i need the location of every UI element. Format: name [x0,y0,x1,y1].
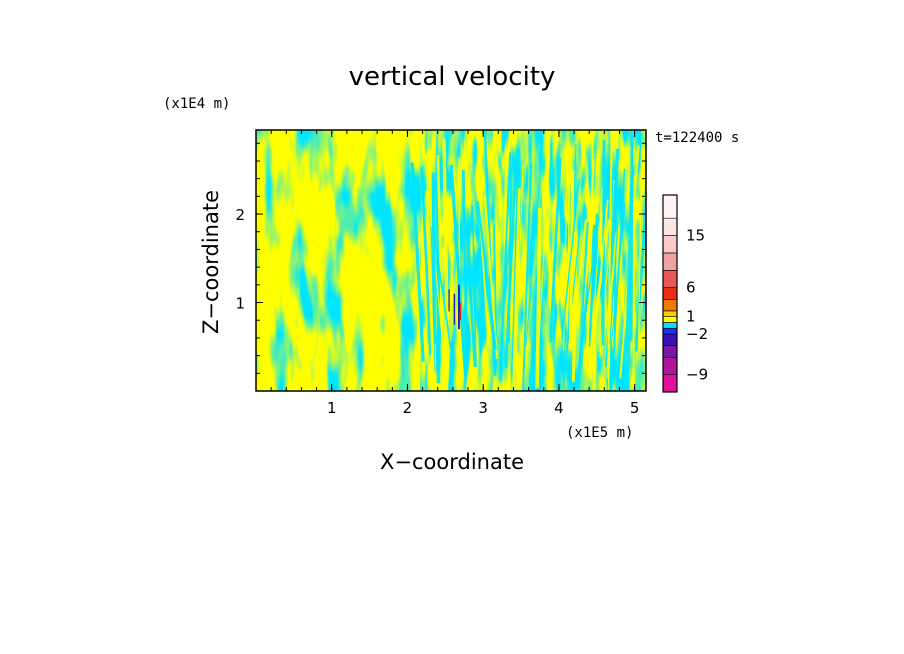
field-streak [431,172,437,344]
colorbar-segment [662,194,678,219]
field-streak [607,130,613,378]
field-streak [561,179,580,340]
y-axis-label: Z−coordinate [199,190,223,334]
field-streak [568,170,575,351]
field-streak [549,157,562,343]
field-streak [461,169,469,358]
field-streak [436,155,445,369]
field-streak [571,231,578,382]
colorbar-tick-label: 6 [686,279,696,297]
field-streak [630,132,634,341]
colorbar-segment [662,287,678,300]
x-axis-label: X−coordinate [380,450,524,474]
colorbar-segment [662,374,678,393]
field-streak [471,206,477,368]
x-tick-label: 2 [403,399,413,417]
colorbar: 15 6 1−2 −9 [662,194,708,393]
field-streak [410,162,425,362]
colorbar-segment [662,235,678,254]
y-tick-label: 2 [235,206,245,224]
colorbar-tick-label: 15 [686,227,705,245]
colorbar-tick-label: −2 [686,325,708,343]
field-streak [425,190,435,374]
colorbar-frame [662,194,678,393]
field-streak [464,220,477,367]
colorbar-segment [662,322,678,329]
field-streak [476,201,497,350]
field-streak [625,175,633,356]
colorbar-segment [662,217,678,236]
field-streak [504,158,518,369]
field-streak [570,219,588,346]
colorbar-tick-label: 1 [686,308,696,326]
field-streak [525,147,543,346]
field-streak [449,164,467,374]
x-tick-label: 1 [327,399,337,417]
field-streak [515,164,524,373]
field-streak [475,207,497,358]
field-streak [589,187,603,366]
y-tick-label: 1 [235,295,245,313]
colorbar-segment [662,310,678,317]
colorbar-segment [662,327,678,335]
x-tick-label: 4 [554,399,564,417]
field-streak [576,224,597,378]
time-label: t=122400 s [655,130,739,146]
colorbar-tick-label: −9 [686,366,708,384]
field-streak [522,163,532,391]
colorbar-segment [662,270,678,289]
field-streak [634,199,646,352]
plot-frame [255,129,647,392]
colorbar-segment [662,252,678,271]
field-streak [432,227,452,349]
field-streak [632,175,636,388]
axis-ticks: 1 2 3 4 5 1 2 [235,130,646,417]
x-tick-label: 3 [478,399,488,417]
field-streak [589,199,609,381]
field-streak [512,188,521,389]
colorbar-segment [662,333,678,346]
x-tick-label: 5 [630,399,640,417]
field-streak [442,138,450,348]
y-unit-label: (x1E4 m) [163,96,230,112]
field-streak [611,168,626,372]
colorbar-segment [662,345,678,358]
field-streak [483,195,499,360]
field-streak [585,158,595,371]
field-streak [581,216,600,341]
field-streak [508,165,512,343]
field-streak [420,166,432,356]
field-streak [587,213,599,348]
x-unit-label: (x1E5 m) [566,425,633,441]
field-streak [499,152,512,382]
heatmap-field [256,130,646,391]
colorbar-segment [662,298,678,312]
field-streak [637,189,642,346]
colorbar-segment [662,316,678,323]
field-streak [536,207,547,364]
field-streak [609,218,619,345]
colorbar-segment [662,356,678,375]
field-streak [511,147,520,359]
chart-title: vertical velocity [349,62,556,92]
